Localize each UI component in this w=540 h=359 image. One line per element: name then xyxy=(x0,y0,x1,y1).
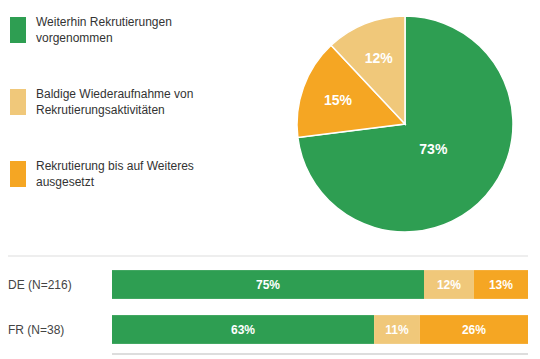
bar-texts: DE (N=216) 75% 12% 13% FR (N=38) 63% 11% 26% xyxy=(8,278,513,337)
pie-slice xyxy=(298,16,513,232)
bar-segment xyxy=(112,270,424,299)
legend-label: Rekrutierung bis auf Weiteresausgesetzt xyxy=(36,159,194,189)
pie-label: 15% xyxy=(324,92,353,108)
bar-label: 12% xyxy=(437,278,461,292)
pie xyxy=(297,16,513,232)
chart-root: 73% 15% 12% DE (N=216) 75% 12% 13% FR (N=38) 63%… xyxy=(0,0,540,359)
pie-labels: 73% 15% 12% xyxy=(324,50,448,157)
bar-label: 63% xyxy=(231,323,255,337)
bars xyxy=(112,270,528,344)
legend-swatch xyxy=(10,17,26,43)
legend: Weiterhin Rekrutierungenvorgenommen Baldi… xyxy=(10,15,194,189)
legend-label: Baldige Wiederaufnahme vonRekrutierungsa… xyxy=(36,87,193,117)
pie-label: 12% xyxy=(365,50,394,66)
bar-label: 11% xyxy=(385,323,409,337)
separator xyxy=(8,256,528,257)
category-label: DE (N=216) xyxy=(8,278,72,292)
bar-segment xyxy=(420,315,528,344)
bar-segment xyxy=(374,315,420,344)
legend-swatch xyxy=(10,89,26,115)
x-axis-line xyxy=(112,354,528,355)
legend-swatch xyxy=(10,161,26,187)
pie-label: 73% xyxy=(419,141,448,157)
category-label: FR (N=38) xyxy=(8,323,64,337)
bar-label: 75% xyxy=(256,278,280,292)
bar-segment xyxy=(112,315,374,344)
bar-label: 13% xyxy=(489,278,513,292)
bar-segment xyxy=(424,270,474,299)
legend-label: Weiterhin Rekrutierungenvorgenommen xyxy=(36,15,172,45)
bar-segment xyxy=(474,270,528,299)
bar-label: 26% xyxy=(462,323,486,337)
